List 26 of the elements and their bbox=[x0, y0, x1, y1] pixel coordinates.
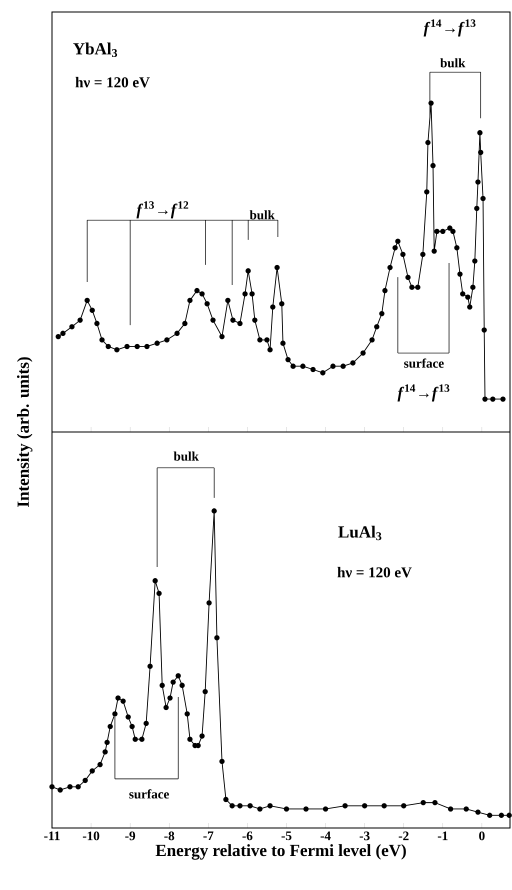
x-tick-label: -1 bbox=[438, 832, 448, 840]
x-tick-label: -5 bbox=[282, 832, 292, 840]
annotation: surface bbox=[129, 789, 169, 799]
x-tick-label: -7 bbox=[203, 832, 214, 840]
x-tick-label: -2 bbox=[398, 832, 409, 840]
annotation: bulk bbox=[250, 210, 275, 220]
annotation: f$^{14}$→f$^{13}$ bbox=[398, 384, 450, 402]
x-tick-label: -9 bbox=[125, 832, 136, 840]
x-tick-label: -11 bbox=[44, 832, 60, 840]
y-axis-title: Intensity (arb. units) bbox=[16, 357, 32, 507]
x-tick-label: -3 bbox=[360, 832, 370, 840]
x-tick-label: -4 bbox=[320, 832, 331, 840]
x-tick-label: -6 bbox=[242, 832, 252, 840]
x-tick-label: 0 bbox=[479, 832, 485, 840]
annotation: f$^{13}$→f$^{12}$ bbox=[136, 201, 188, 218]
x-axis-title: Energy relative to Fermi level (eV) bbox=[156, 844, 406, 860]
text: YbAl$_{3}$ bbox=[73, 42, 118, 58]
annotation: hν = 120 eV bbox=[337, 566, 412, 578]
annotation: surface bbox=[404, 358, 444, 368]
text: f$^{14}$→f$^{13}$ bbox=[424, 19, 476, 36]
text: bulk bbox=[174, 452, 199, 461]
text: hν = 120 eV bbox=[75, 76, 150, 88]
x-tick-label: -10 bbox=[82, 832, 100, 840]
annotation: LuAl$_{3}$ bbox=[338, 526, 382, 540]
x-tick-label: -8 bbox=[164, 832, 174, 840]
text: bulk bbox=[440, 58, 466, 68]
